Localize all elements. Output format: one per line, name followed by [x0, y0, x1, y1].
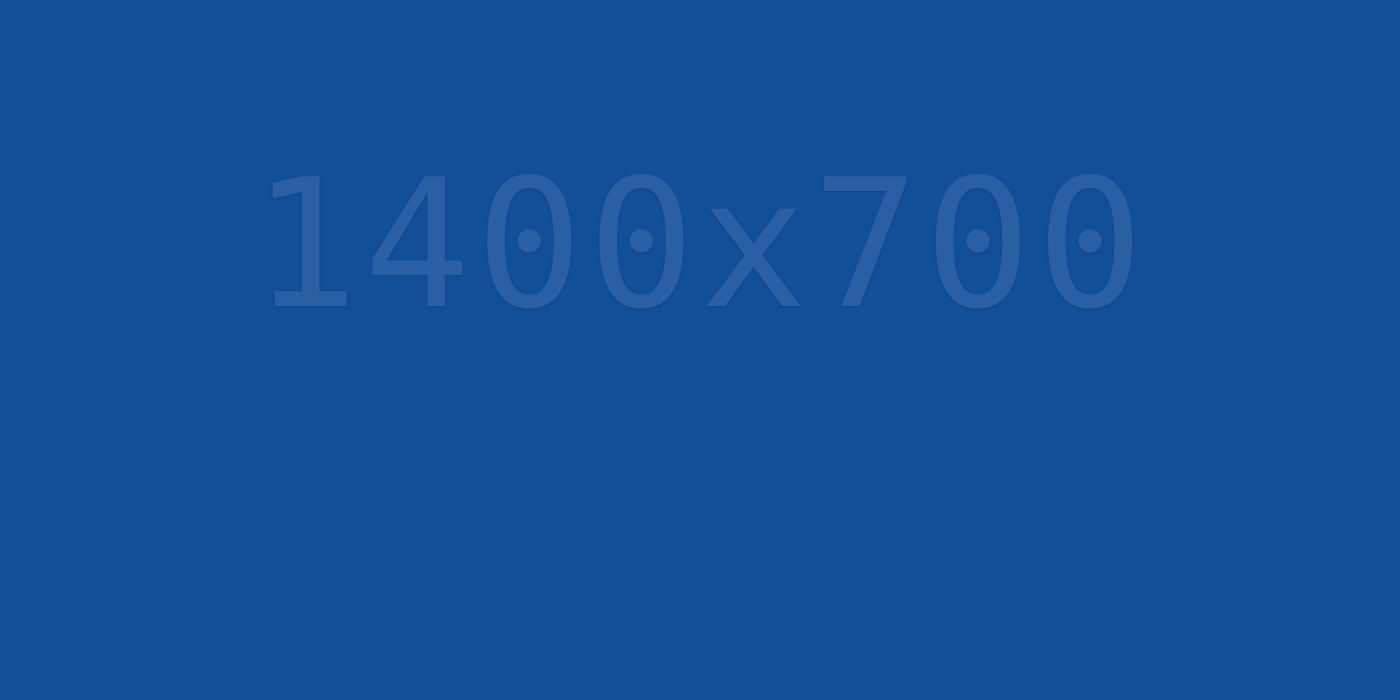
dimensions-label: 1400x700 [251, 141, 1149, 348]
